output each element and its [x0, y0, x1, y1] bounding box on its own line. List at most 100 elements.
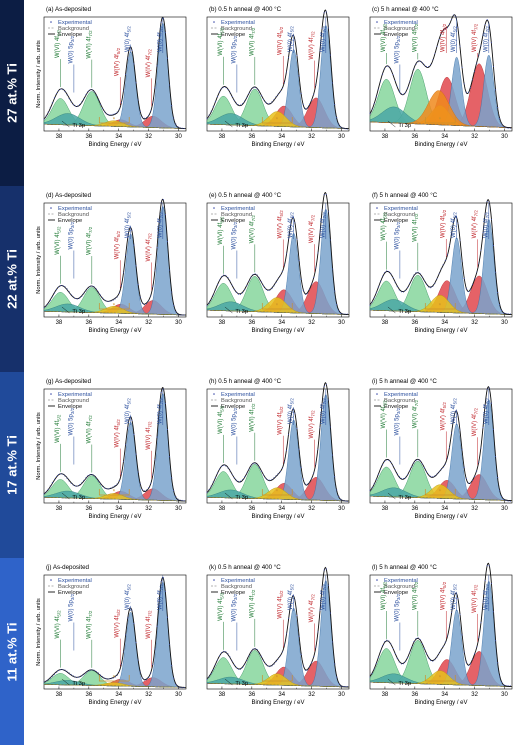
experimental-point: [304, 107, 306, 110]
experimental-point: [137, 99, 139, 101]
x-tick-label: 38: [56, 692, 63, 698]
experimental-point: [208, 114, 210, 116]
experimental-point: [102, 297, 104, 299]
experimental-point: [68, 291, 70, 293]
experimental-point: [432, 660, 434, 662]
experimental-point: [256, 274, 258, 276]
experimental-point: [277, 473, 279, 475]
legend-background: Background: [384, 398, 415, 404]
experimental-point: [131, 229, 133, 231]
label-ti3p: Ti 3p: [72, 123, 85, 129]
experimental-point: [83, 97, 85, 99]
experimental-point: [490, 582, 492, 584]
satellite-star: *: [439, 490, 442, 496]
experimental-point: [463, 278, 465, 280]
experimental-point: [51, 102, 53, 104]
legend-exp-marker: [213, 207, 215, 209]
label-wiv-72: W(IV) 4f7/2: [146, 610, 153, 639]
panel-title: (g) As-deposited: [46, 378, 92, 385]
experimental-point: [455, 216, 457, 218]
experimental-point: [102, 108, 104, 110]
label-wiv-72: W(IV) 4f7/2: [146, 49, 153, 78]
experimental-point: [206, 678, 208, 680]
satellite-star: *: [113, 676, 116, 682]
experimental-point: [419, 60, 421, 62]
experimental-point: [344, 686, 346, 688]
experimental-point: [428, 66, 430, 68]
experimental-point: [173, 677, 175, 679]
experimental-point: [308, 288, 311, 290]
experimental-point: [311, 283, 313, 285]
experimental-point: [476, 62, 478, 64]
label-w0-72: W(0) 4f7/2: [483, 584, 490, 610]
experimental-point: [139, 671, 141, 673]
experimental-point: [139, 110, 141, 112]
experimental-point: [428, 473, 430, 475]
experimental-point: [43, 681, 45, 683]
legend-experimental: Experimental: [384, 206, 418, 212]
panel-title: (h) 0.5 h anneal @ 400 °C: [209, 378, 282, 385]
experimental-point: [300, 466, 302, 468]
plot-frame: [206, 16, 350, 132]
experimental-point: [386, 65, 388, 67]
experimental-point: [444, 259, 446, 262]
experimental-point: [74, 676, 76, 678]
experimental-point: [45, 680, 47, 682]
experimental-point: [290, 42, 292, 44]
label-wiv-52: W(IV) 4f5/2: [441, 23, 448, 52]
experimental-point: [409, 470, 411, 472]
experimental-point: [131, 419, 133, 421]
satellite-bracket: [424, 489, 456, 496]
experimental-point: [64, 669, 66, 671]
experimental-point: [210, 673, 212, 675]
experimental-point: [319, 427, 321, 429]
experimental-point: [214, 476, 216, 478]
experimental-point: [216, 284, 219, 286]
label-w0-5p: W(0) 5p3/2: [68, 407, 75, 435]
ti3p-leader: [61, 492, 70, 500]
experimental-point: [91, 669, 93, 671]
x-tick-label: 32: [145, 320, 152, 326]
satellite-bracket: [261, 117, 293, 124]
experimental-point: [400, 477, 402, 479]
envelope-line: [369, 199, 512, 316]
experimental-point: [478, 262, 480, 264]
experimental-point: [145, 679, 148, 681]
satellite-bracket: [98, 303, 130, 310]
experimental-point: [292, 34, 294, 37]
x-tick-label: 36: [85, 320, 92, 326]
experimental-point: [509, 313, 511, 315]
experimental-point: [244, 476, 246, 478]
experimental-point: [56, 289, 58, 291]
panel-j: (j) As-deposited ExperimentalBackgroundEn…: [36, 564, 187, 706]
experimental-point: [93, 286, 95, 288]
label-w0-72: W(0) 4f7/2: [483, 398, 490, 424]
experimental-point: [99, 674, 102, 676]
experimental-point: [219, 91, 221, 93]
panel-title: (k) 0.5 h anneal @ 400 °C: [209, 564, 281, 571]
x-tick-label: 34: [115, 692, 122, 698]
legend-background: Background: [384, 212, 415, 218]
experimental-point: [400, 93, 402, 95]
experimental-point: [283, 264, 285, 266]
background-line: [370, 121, 511, 128]
experimental-point: [87, 287, 89, 289]
experimental-point: [246, 472, 248, 474]
experimental-point: [474, 70, 476, 72]
experimental-point: [150, 672, 152, 674]
experimental-point: [181, 314, 183, 316]
experimental-point: [152, 102, 154, 104]
experimental-point: [373, 668, 375, 670]
experimental-point: [267, 665, 269, 667]
x-tick-label: 38: [219, 320, 226, 326]
experimental-point: [321, 209, 323, 211]
experimental-point: [388, 270, 390, 273]
experimental-point: [223, 274, 225, 276]
experimental-point: [252, 87, 254, 89]
experimental-point: [248, 655, 250, 657]
experimental-point: [507, 127, 509, 129]
experimental-point: [231, 284, 233, 286]
label-w0-5p: W(0) 5p3/2: [231, 35, 238, 63]
experimental-point: [476, 271, 478, 273]
envelope-line: [43, 387, 186, 502]
